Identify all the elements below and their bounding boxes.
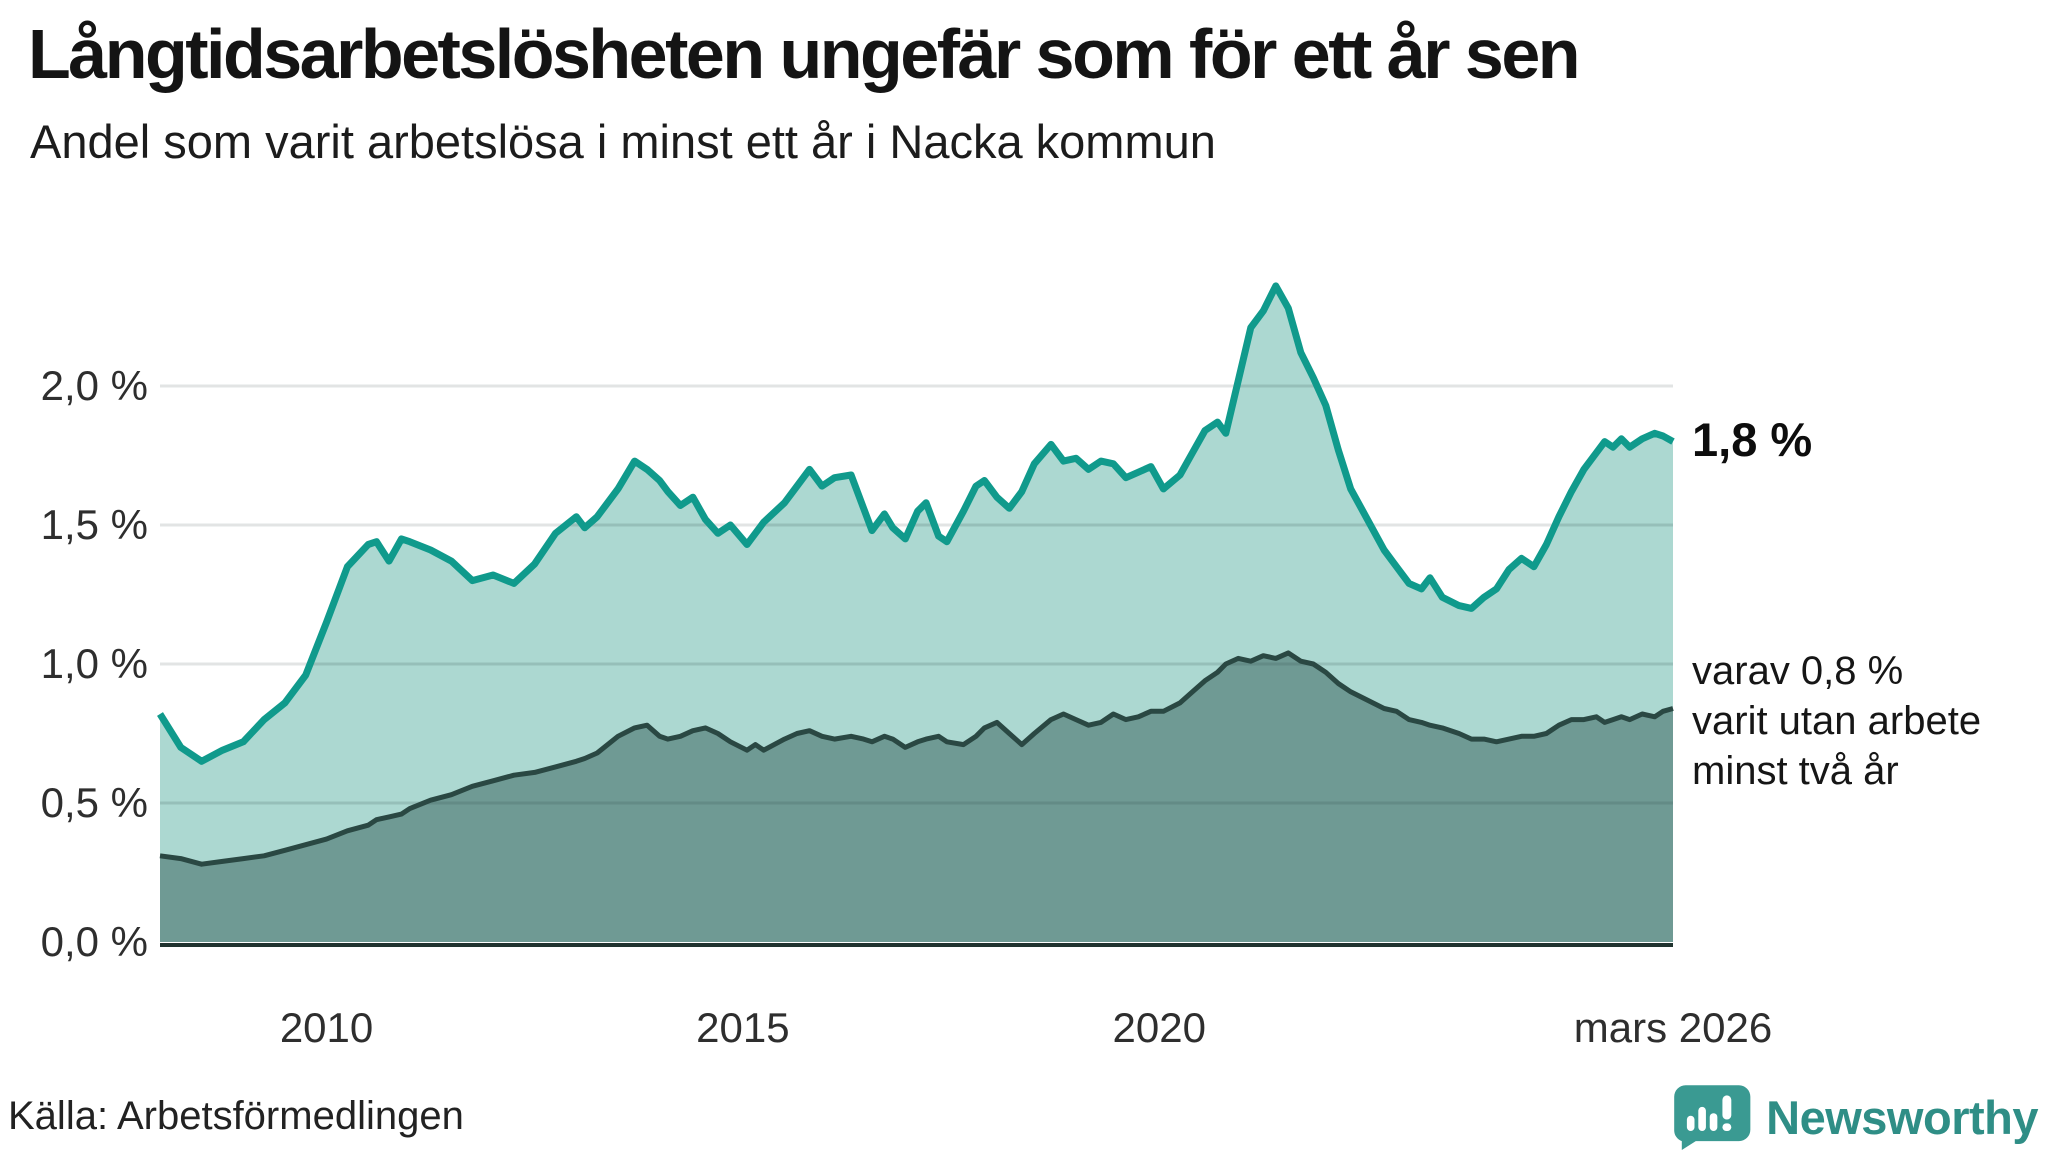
source-note: Källa: Arbetsförmedlingen [8,1094,464,1138]
y-tick-label: 1,0 % [40,640,148,687]
bar-chart-glyph [1687,1095,1732,1131]
two-years-annotation: varav 0,8 % varit utan arbete minst två … [1692,646,2048,796]
two-years-line [159,650,1674,867]
y-tick-label: 1,5 % [40,501,148,548]
newsworthy-wordmark: Newsworthy [1766,1090,2038,1144]
x-tick-label: 2010 [279,1004,374,1051]
exclamation-bar [1722,1095,1732,1120]
exclamation-dot [1722,1123,1732,1131]
annotation-line: varav 0,8 % [1692,649,1904,693]
annotation-line: varit utan arbete [1692,699,1982,743]
x-tick-label: mars 2026 [1573,1004,1773,1051]
x-tick-label: 2015 [696,1004,790,1051]
x-tick-label: 2020 [1112,1004,1206,1051]
newsworthy-logo: Newsworthy [1670,1084,2038,1150]
y-tick-label: 0,5 % [40,779,148,826]
two-years-area-fill [160,652,1673,942]
page-title: Långtidsarbetslösheten ungefär som för e… [28,15,1581,93]
y-tick-label: 0,0 % [40,918,148,965]
end-value-label: 1,8 % [1692,412,1813,466]
page-subtitle: Andel som varit arbetslösa i minst ett å… [30,115,1216,168]
total-line [157,282,1675,765]
annotation-line: minst två år [1692,749,1899,793]
newsworthy-logo-icon [1674,1085,1751,1150]
y-tick-label: 2,0 % [40,362,148,409]
